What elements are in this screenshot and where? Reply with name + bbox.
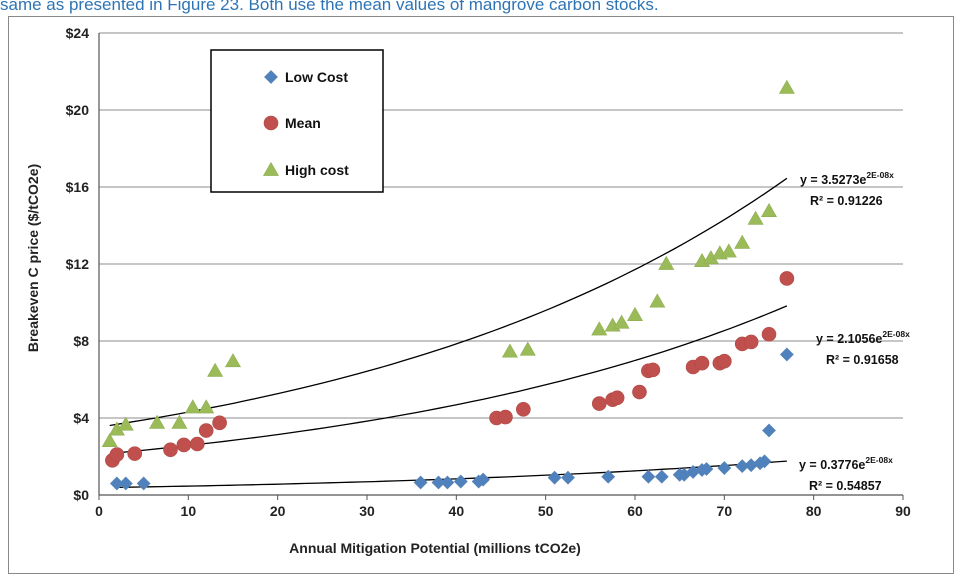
y-tick-label: $20 [66,102,90,118]
legend-marker-high-cost [262,161,280,176]
point-high-cost [184,399,201,414]
point-low-cost [118,476,133,491]
point-mean [109,447,125,462]
point-mean [632,384,647,400]
y-tick-label: $0 [73,487,89,503]
point-high-cost [501,343,518,358]
trendline-equation-high-cost: y = 3.5273e2E-08x [800,170,894,187]
x-tick-label: 10 [181,503,197,519]
point-low-cost [779,347,794,362]
x-tick-label: 70 [717,503,733,519]
legend-label-mean: Mean [285,115,321,131]
point-mean [761,326,777,342]
point-low-cost [413,475,428,490]
point-low-cost [547,470,562,485]
data-points [101,79,795,491]
point-low-cost [699,462,714,476]
chart-area: $0 $4 $8 $12 $16 $20 $24 0 10 20 30 40 50 60 70 80 90 y … [8,16,954,574]
y-tick-label: $16 [66,179,90,195]
point-low-cost [654,469,669,484]
trendline-labels: y = 0.3776e2E-08x R² = 0.54857 y = 2.1056e… [799,170,910,493]
point-mean [694,355,710,371]
legend-label-low-cost: Low Cost [285,69,348,85]
y-axis-title: Breakeven C price ($/tCO2e) [25,164,41,352]
figure-caption-text: same as presented in Figure 23. Both use… [0,0,659,14]
trendline-r2-low-cost: R² = 0.54857 [809,479,882,493]
point-low-cost [762,423,776,438]
point-high-cost [198,399,215,414]
point-high-cost [760,202,778,217]
legend-label-high-cost: High cost [285,162,349,178]
point-mean [127,446,143,461]
legend-marker-low-cost [264,70,278,84]
point-mean [163,442,178,458]
legend: Low Cost Mean High cost [210,49,384,193]
point-low-cost [757,454,772,469]
x-tick-label: 90 [895,503,911,519]
trendline-mean [112,305,788,454]
x-tick-label: 0 [95,503,103,519]
point-low-cost [717,461,732,475]
point-high-cost [117,416,134,431]
point-mean [212,415,227,431]
axes: $0 $4 $8 $12 $16 $20 $24 0 10 20 30 40 50 60 70 80 90 [66,25,911,519]
scatter-chart: $0 $4 $8 $12 $16 $20 $24 0 10 20 30 40 50 60 70 80 90 y … [25,25,911,556]
point-high-cost [224,353,242,368]
point-mean [189,436,205,452]
x-tick-label: 50 [538,503,554,519]
x-tick-label: 80 [806,503,822,519]
trendline-high-cost [109,177,788,427]
trendlines [109,177,788,489]
point-low-cost [476,472,491,487]
point-low-cost [136,476,151,491]
point-mean [743,334,759,350]
trendline-low-cost [116,460,787,489]
y-tick-label: $12 [66,256,90,272]
y-tick-label: $24 [66,25,90,41]
y-tick-label: $4 [73,410,89,426]
x-tick-label: 20 [270,503,286,519]
point-mean [591,396,607,411]
x-tick-label: 30 [359,503,375,519]
point-high-cost [207,362,224,377]
point-low-cost [453,474,468,489]
trendline-equation-mean: y = 2.1056e2E-08x [816,329,910,346]
point-low-cost [601,469,616,484]
y-tick-label: $8 [73,333,89,349]
trendline-r2-high-cost: R² = 0.91226 [810,194,883,208]
trendline-r2-mean: R² = 0.91658 [826,353,899,367]
x-axis-title: Annual Mitigation Potential (millions tC… [289,540,581,556]
point-low-cost [440,475,455,490]
point-high-cost [720,243,737,258]
point-high-cost [519,341,536,356]
point-high-cost [649,293,666,308]
point-high-cost [149,414,166,429]
point-mean [516,402,531,417]
point-mean [609,390,625,406]
point-mean [498,409,513,425]
point-mean [779,271,795,286]
point-low-cost [641,469,656,484]
point-mean [645,362,661,378]
x-tick-label: 60 [627,503,643,519]
legend-marker-mean [263,115,279,131]
point-high-cost [101,432,118,448]
point-mean [176,437,192,453]
trendline-equation-low-cost: y = 0.3776e2E-08x [799,455,893,472]
point-high-cost [613,314,630,329]
x-tick-label: 40 [449,503,465,519]
point-high-cost [171,414,188,429]
point-mean [198,423,214,438]
point-high-cost [658,255,675,270]
point-low-cost [561,470,575,485]
point-high-cost [734,234,751,249]
point-high-cost [591,321,608,336]
point-mean [717,353,732,369]
point-high-cost [778,79,795,94]
legend-box [210,49,384,193]
point-high-cost [747,210,764,225]
point-high-cost [626,306,644,321]
